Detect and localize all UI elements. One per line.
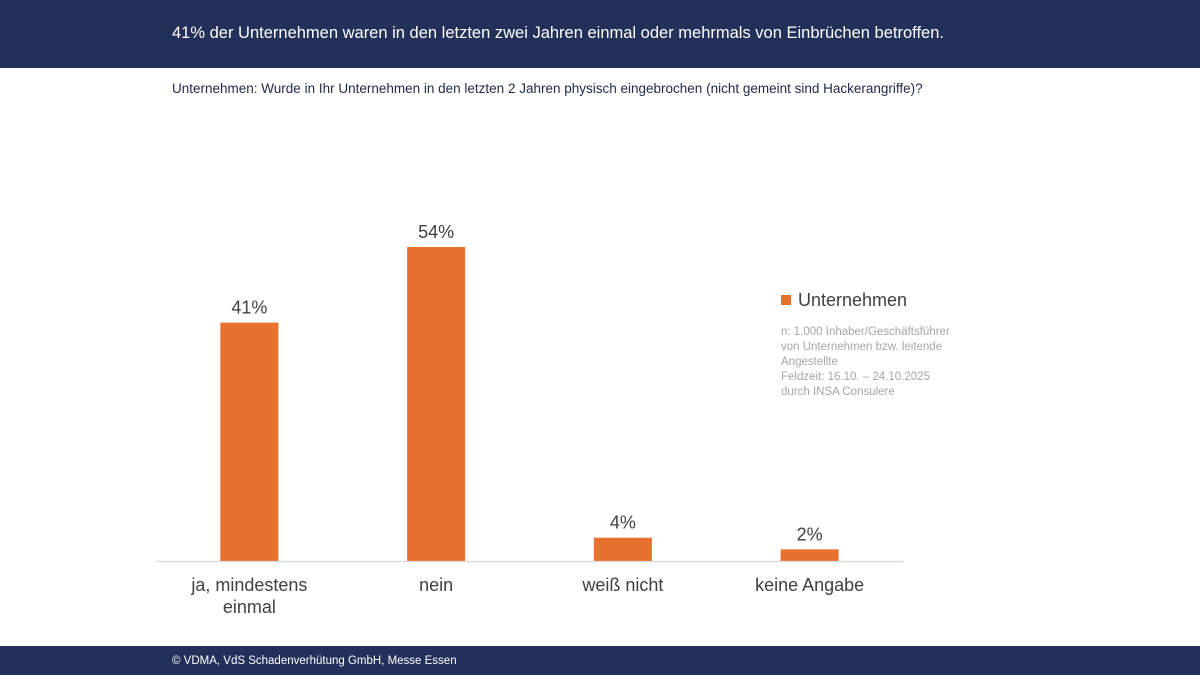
category-label: einmal bbox=[223, 597, 276, 617]
footer-bar: © VDMA, VdS Schadenverhütung GmbH, Messe… bbox=[0, 646, 1200, 675]
header-bar: 41% der Unternehmen waren in den letzten… bbox=[0, 0, 1200, 68]
note-line: n: 1.000 Inhaber/Geschäftsführer bbox=[781, 326, 950, 338]
legend-swatch bbox=[781, 295, 791, 305]
legend-label: Unternehmen bbox=[798, 290, 908, 310]
bar bbox=[407, 247, 466, 561]
data-label: 4% bbox=[610, 513, 636, 533]
data-label: 41% bbox=[231, 298, 267, 318]
copyright-text: © VDMA, VdS Schadenverhütung GmbH, Messe… bbox=[172, 655, 457, 667]
category-label: keine Angabe bbox=[755, 575, 864, 595]
bar bbox=[220, 322, 279, 561]
chart-question: Unternehmen: Wurde in Ihr Unternehmen in… bbox=[172, 81, 923, 96]
headline: 41% der Unternehmen waren in den letzten… bbox=[172, 24, 944, 42]
category-label: nein bbox=[419, 575, 453, 595]
data-label: 54% bbox=[418, 222, 454, 242]
data-label: 2% bbox=[797, 524, 823, 544]
category-label: ja, mindestens bbox=[190, 575, 307, 595]
sample-note: n: 1.000 Inhaber/Geschäftsführer von Unt… bbox=[781, 325, 981, 400]
note-line: Angestellte bbox=[781, 356, 838, 368]
note-line: durch INSA Consulere bbox=[781, 386, 895, 398]
bar bbox=[593, 537, 652, 561]
category-label: weiß nicht bbox=[581, 575, 663, 595]
note-line: Feldzeit: 16.10. – 24.10.2025 bbox=[781, 371, 930, 383]
note-line: von Unternehmen bzw. leitende bbox=[781, 341, 943, 353]
bar bbox=[780, 549, 839, 561]
